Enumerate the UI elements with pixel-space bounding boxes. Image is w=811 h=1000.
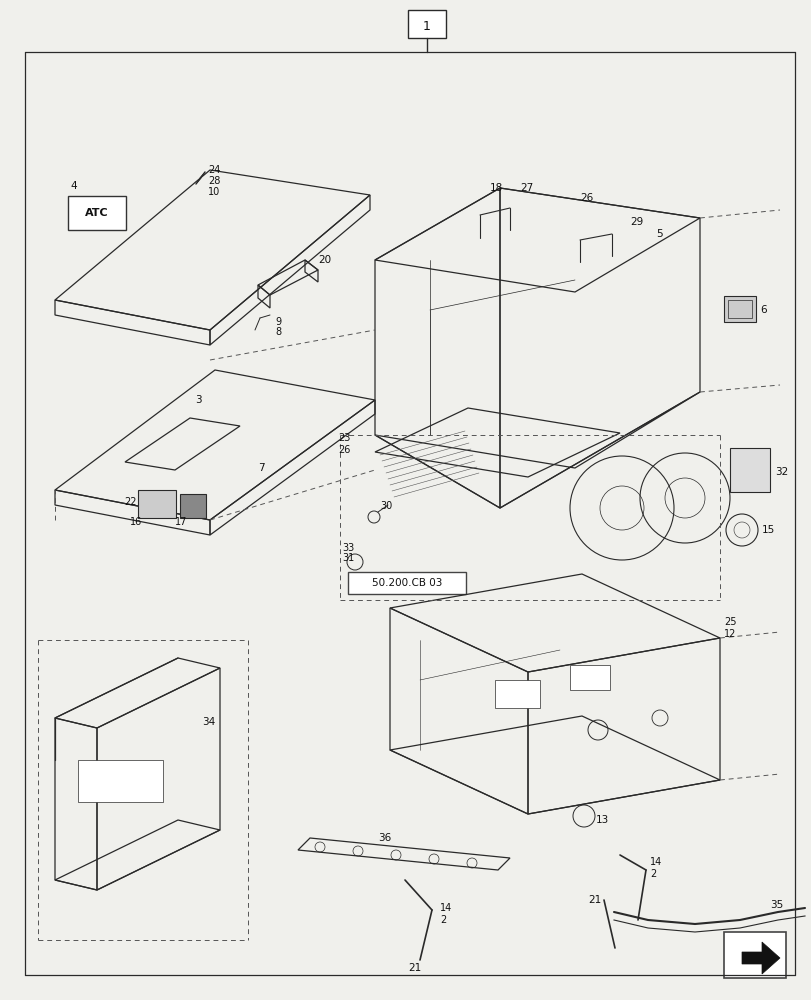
Text: 30: 30 [380,501,392,511]
Text: 8: 8 [275,327,281,337]
Text: 21: 21 [587,895,600,905]
Text: 15: 15 [761,525,775,535]
FancyBboxPatch shape [495,680,539,708]
Text: 3: 3 [195,395,201,405]
Text: 4: 4 [70,181,76,191]
Text: 26: 26 [579,193,593,203]
FancyBboxPatch shape [569,665,609,690]
FancyBboxPatch shape [723,932,785,978]
Text: 10: 10 [208,187,220,197]
Text: 1: 1 [423,20,431,33]
Text: 16: 16 [130,517,142,527]
Text: 9: 9 [275,317,281,327]
Text: 26: 26 [337,445,350,455]
Text: 6: 6 [759,305,766,315]
Text: 27: 27 [519,183,533,193]
Text: 35: 35 [769,900,783,910]
FancyBboxPatch shape [180,494,206,518]
Text: 24: 24 [208,165,220,175]
Text: 50.200.CB 03: 50.200.CB 03 [371,578,442,588]
Text: ATC: ATC [85,208,109,218]
Text: 23: 23 [337,433,350,443]
Text: 17: 17 [175,517,187,527]
Text: 13: 13 [595,815,608,825]
Text: 18: 18 [489,183,503,193]
Text: 33: 33 [341,543,354,553]
Text: 14: 14 [440,903,452,913]
FancyBboxPatch shape [138,490,176,518]
Text: 21: 21 [407,963,421,973]
Text: 22: 22 [124,497,136,507]
Text: 29: 29 [629,217,642,227]
FancyBboxPatch shape [68,196,126,230]
FancyBboxPatch shape [407,10,445,38]
Text: 36: 36 [378,833,391,843]
FancyBboxPatch shape [729,448,769,492]
Text: 20: 20 [318,255,331,265]
Text: 32: 32 [774,467,787,477]
Text: 2: 2 [440,915,446,925]
Text: 25: 25 [723,617,736,627]
Text: 14: 14 [649,857,662,867]
Text: 7: 7 [258,463,264,473]
Text: 2: 2 [649,869,655,879]
Text: 31: 31 [341,553,354,563]
Text: 12: 12 [723,629,736,639]
FancyBboxPatch shape [78,760,163,802]
FancyBboxPatch shape [723,296,755,322]
Text: 28: 28 [208,176,220,186]
Polygon shape [741,942,779,974]
Text: 5: 5 [655,229,662,239]
Text: 34: 34 [202,717,215,727]
FancyBboxPatch shape [348,572,466,594]
